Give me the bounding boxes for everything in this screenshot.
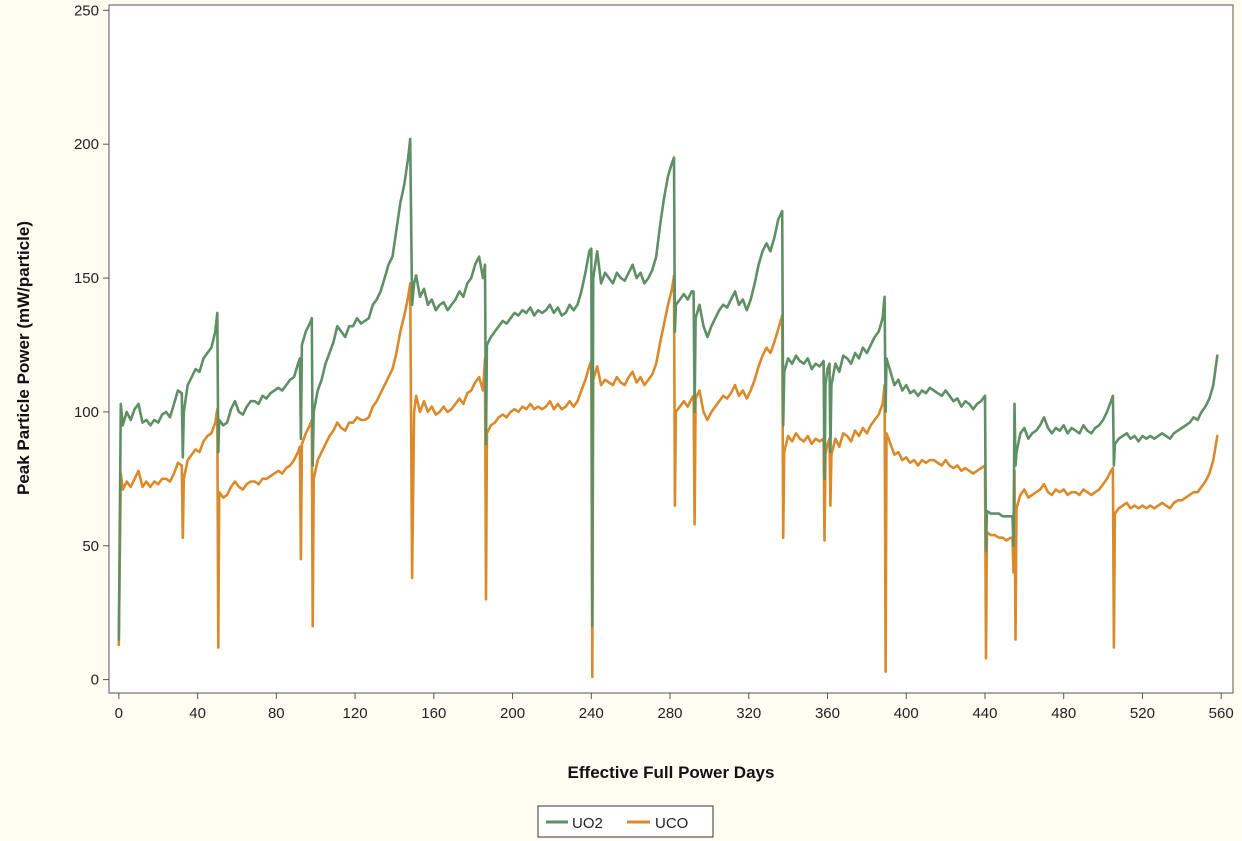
y-tick-label: 250 xyxy=(74,2,99,19)
y-tick-label: 200 xyxy=(74,136,99,153)
y-tick-label: 50 xyxy=(82,538,99,555)
x-tick-label: 280 xyxy=(658,705,683,722)
x-tick-label: 480 xyxy=(1051,705,1076,722)
x-tick-label: 360 xyxy=(815,705,840,722)
legend: UO2 UCO xyxy=(537,805,714,838)
y-axis: 0 50 100 150 200 250 xyxy=(74,2,109,689)
x-tick-label: 240 xyxy=(579,705,604,722)
x-tick-label: 120 xyxy=(343,705,368,722)
plot-area xyxy=(108,4,1234,694)
x-axis: 0 40 80 120 160 200 240 280 320 360 400 440 480 520 56… xyxy=(115,693,1234,722)
y-axis-title: Peak Particle Power (mW/particle) xyxy=(14,221,33,495)
y-tick-label: 100 xyxy=(74,404,99,421)
x-tick-label: 40 xyxy=(189,705,206,722)
x-tick-label: 160 xyxy=(421,705,446,722)
series-layer xyxy=(117,137,1219,679)
y-tick-label: 0 xyxy=(91,672,99,689)
x-tick-label: 520 xyxy=(1130,705,1155,722)
y-tick-label: 150 xyxy=(74,270,99,287)
legend-label-uo2: UO2 xyxy=(572,815,603,832)
x-tick-label: 0 xyxy=(115,705,123,722)
x-tick-label: 560 xyxy=(1209,705,1234,722)
x-tick-label: 400 xyxy=(894,705,919,722)
series-line-uo2 xyxy=(117,137,1219,641)
x-axis-title: Effective Full Power Days xyxy=(568,763,775,782)
x-tick-label: 320 xyxy=(736,705,761,722)
x-tick-label: 200 xyxy=(500,705,525,722)
legend-label-uco: UCO xyxy=(655,815,688,832)
x-tick-label: 440 xyxy=(972,705,997,722)
x-tick-label: 80 xyxy=(268,705,285,722)
